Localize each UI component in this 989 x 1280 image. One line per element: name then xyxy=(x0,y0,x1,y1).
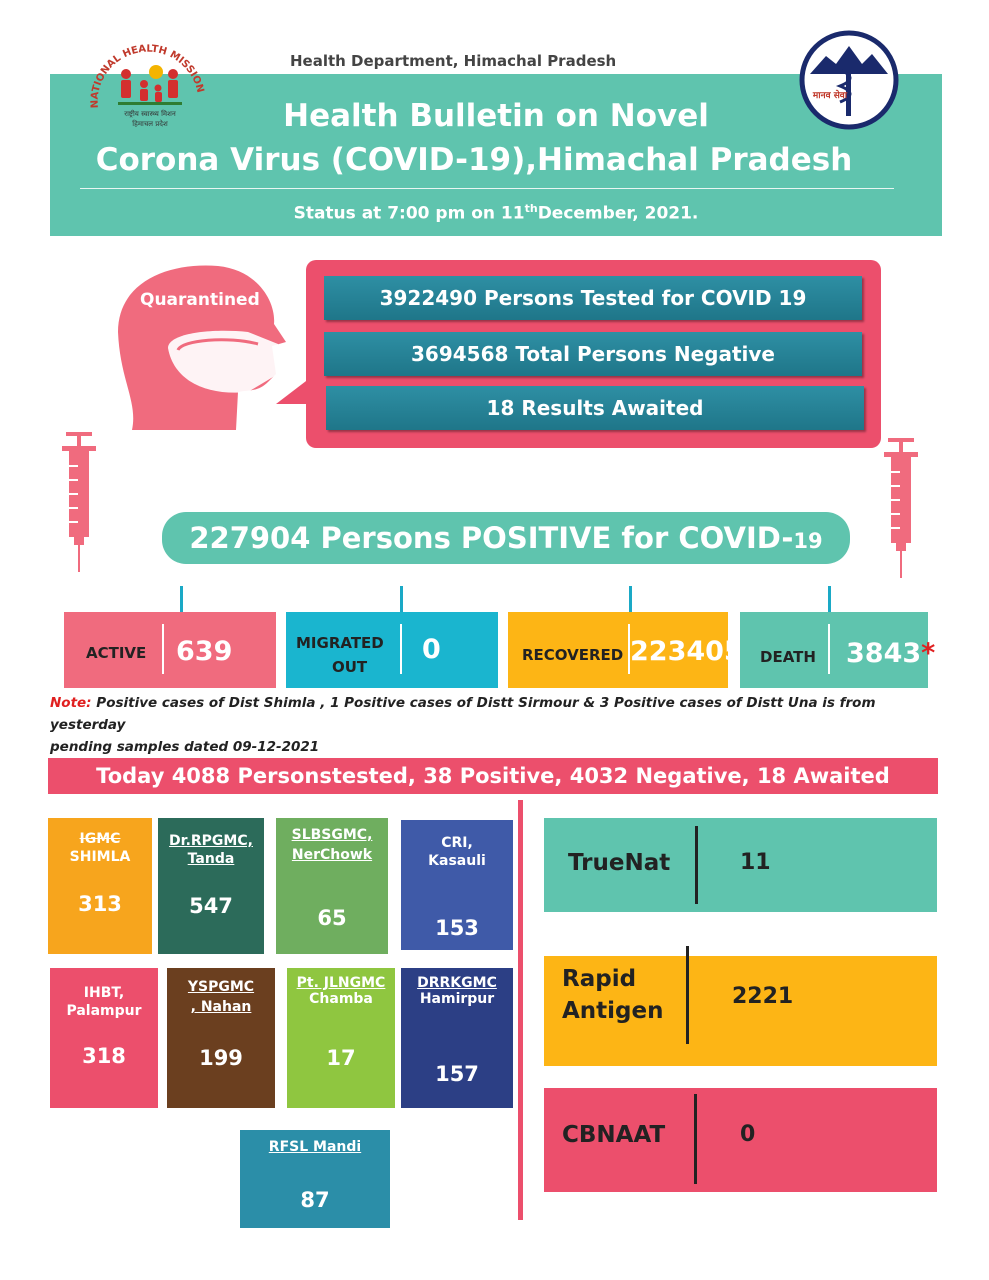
speech-pointer xyxy=(276,378,310,404)
lab-name: Dr.RPGMC, xyxy=(169,833,253,849)
card-divider xyxy=(162,624,164,674)
note-text: Note: Positive cases of Dist Shimla , 1 … xyxy=(50,695,876,755)
box-divider xyxy=(686,946,689,1044)
lab-count: 87 xyxy=(300,1188,330,1212)
death-label: DEATH xyxy=(760,648,816,666)
cbnaat-value: 0 xyxy=(740,1122,756,1147)
lab-tile: CRI, Kasauli 153 xyxy=(401,820,513,950)
cbnaat-label: CBNAAT xyxy=(562,1122,666,1148)
lab-tile: IHBT, Palampur 318 xyxy=(50,968,158,1108)
truenat-value: 11 xyxy=(740,850,771,875)
lab-name: IHBT, xyxy=(83,985,125,1001)
lab-name: CRI, xyxy=(441,835,473,851)
box-divider xyxy=(694,1094,697,1184)
recovered-card: RECOVERED 223405 xyxy=(508,612,743,688)
lab-tile: Dr.RPGMC, Tanda 547 xyxy=(158,818,264,954)
quarantined-label: Quarantined xyxy=(140,290,260,310)
migrated-label: MIGRATED xyxy=(296,634,384,652)
lab-tile: RFSL Mandi 87 xyxy=(240,1130,390,1228)
rapid-antigen-label: Rapid xyxy=(562,966,637,992)
lab-tile: DRRKGMC Hamirpur 157 xyxy=(401,968,513,1108)
lab-name: Tanda xyxy=(187,851,235,867)
death-card: DEATH 3843* xyxy=(740,612,935,688)
lab-name: Palampur xyxy=(66,1003,142,1019)
recovered-label: RECOVERED xyxy=(522,646,624,664)
connector-line xyxy=(180,586,183,612)
status-datetime: Status at 7:00 pm on 11thDecember, 2021. xyxy=(293,202,699,224)
hp-health-dept-logo: मानव सेवा xyxy=(790,30,908,130)
lab-name: Chamba xyxy=(309,991,373,1007)
header-divider xyxy=(80,188,894,189)
syringe-icon xyxy=(880,438,922,578)
cbnaat-box: CBNAAT 0 xyxy=(544,1088,937,1192)
connector-line xyxy=(400,586,403,612)
active-value: 639 xyxy=(176,636,233,667)
truenat-box: TrueNat 11 xyxy=(544,818,937,912)
lab-count: 157 xyxy=(435,1062,479,1086)
lab-tile: IGMC SHIMLA 313 xyxy=(48,818,152,954)
card-divider xyxy=(400,624,402,674)
rapid-antigen-value: 2221 xyxy=(732,984,794,1009)
lab-count: 318 xyxy=(82,1044,126,1068)
department-name: Health Department, Himachal Pradesh xyxy=(290,52,617,70)
today-summary: Today 4088 Personstested, 38 Positive, 4… xyxy=(48,758,938,794)
death-value: 3843* xyxy=(846,638,936,669)
positive-total: 227904 Persons POSITIVE for COVID-19 xyxy=(162,512,850,564)
card-divider xyxy=(628,624,630,674)
lab-name: YSPGMC xyxy=(187,979,255,995)
lab-count: 65 xyxy=(317,906,347,930)
syringe-icon xyxy=(58,432,100,572)
lab-name: SHIMLA xyxy=(69,849,131,865)
bulletin-title-line2: Corona Virus (COVID-19),Himachal Pradesh xyxy=(95,142,853,178)
quarantined-head-illustration xyxy=(108,262,308,442)
lab-name: DRRKGMC xyxy=(417,975,497,991)
card-divider xyxy=(828,624,830,674)
migrated-label: OUT xyxy=(332,658,368,676)
active-label: ACTIVE xyxy=(86,644,147,662)
lab-count: 547 xyxy=(189,894,233,918)
vertical-separator xyxy=(518,800,523,1220)
rapid-antigen-box: Rapid Antigen 2221 xyxy=(544,946,937,1066)
bulletin-title-line1: Health Bulletin on Novel xyxy=(283,98,709,134)
migrated-value: 0 xyxy=(422,634,441,665)
negative-bar: 3694568 Total Persons Negative xyxy=(324,332,862,376)
connector-line xyxy=(828,586,831,612)
lab-name: Pt. JLNGMC xyxy=(296,975,386,991)
lab-name: Kasauli xyxy=(428,853,486,869)
lab-count: 17 xyxy=(326,1046,356,1070)
truenat-label: TrueNat xyxy=(568,850,671,876)
recovered-value: 223405 xyxy=(630,636,743,667)
rapid-antigen-label: Antigen xyxy=(562,998,664,1024)
svg-text:मानव सेवा: मानव सेवा xyxy=(812,89,848,101)
header-banner: Health Bulletin on Novel Corona Virus (C… xyxy=(50,74,942,236)
lab-tile: SLBSGMC, NerChowk 65 xyxy=(276,818,388,954)
lab-name: , Nahan xyxy=(190,999,252,1015)
lab-tile: YSPGMC , Nahan 199 xyxy=(167,968,275,1108)
awaited-bar: 18 Results Awaited xyxy=(326,386,864,430)
svg-text:हिमाचल प्रदेश: हिमाचल प्रदेश xyxy=(132,119,168,128)
lab-count: 153 xyxy=(435,916,479,940)
tested-bar: 3922490 Persons Tested for COVID 19 xyxy=(324,276,862,320)
svg-text:राष्ट्रीय स्वास्थ्य मिशन: राष्ट्रीय स्वास्थ्य मिशन xyxy=(124,109,176,118)
lab-name: RFSL Mandi xyxy=(268,1139,362,1155)
lab-count: 199 xyxy=(199,1046,243,1070)
box-divider xyxy=(695,826,698,904)
lab-name: Hamirpur xyxy=(419,991,495,1007)
lab-name: IGMC xyxy=(79,831,121,847)
active-card: ACTIVE 639 xyxy=(64,612,276,688)
lab-name: NerChowk xyxy=(291,847,373,863)
migrated-card: MIGRATED OUT 0 xyxy=(286,612,498,688)
lab-tile: Pt. JLNGMC Chamba 17 xyxy=(287,968,395,1108)
nhm-logo: NATIONAL HEALTH MISSION राष्ट्रीय स्वास्… xyxy=(80,38,208,134)
connector-line xyxy=(629,586,632,612)
lab-count: 313 xyxy=(78,892,122,916)
lab-name: SLBSGMC, xyxy=(291,827,373,843)
